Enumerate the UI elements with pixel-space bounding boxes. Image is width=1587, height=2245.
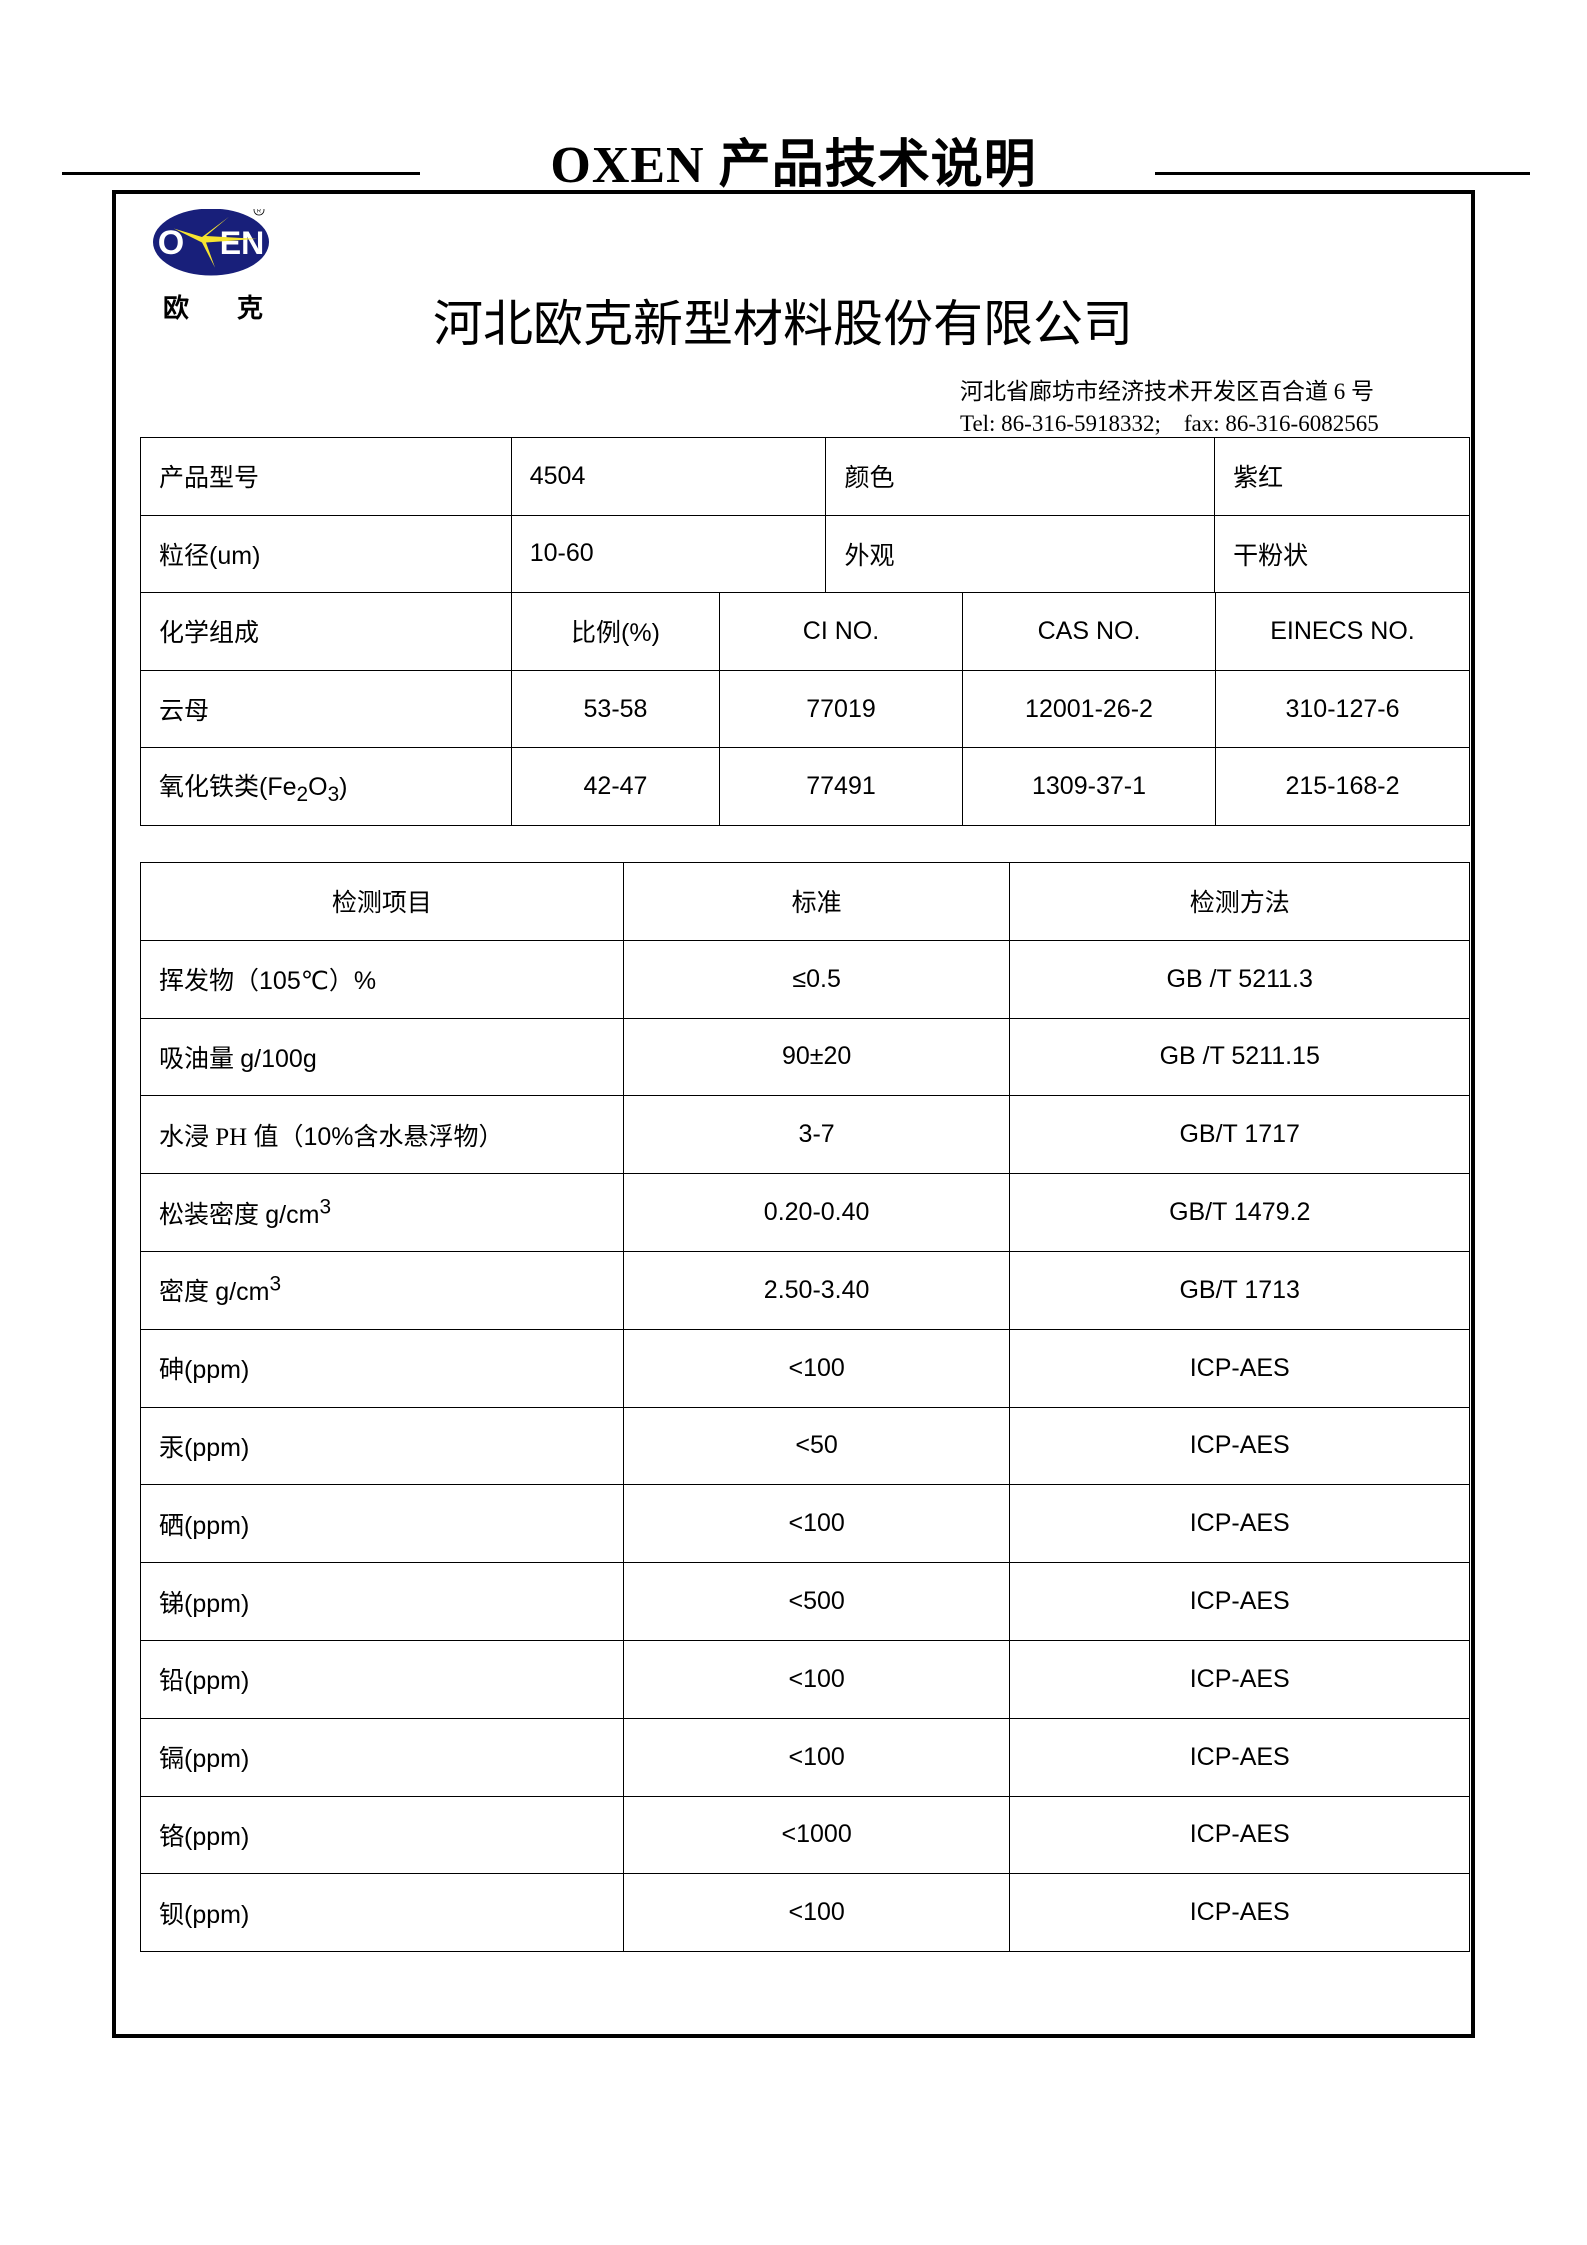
svg-text:O: O [158, 224, 184, 262]
svg-text:克: 克 [237, 294, 263, 323]
svg-text:欧: 欧 [163, 293, 189, 323]
svg-text:R: R [257, 209, 261, 214]
svg-text:EN: EN [220, 225, 264, 261]
